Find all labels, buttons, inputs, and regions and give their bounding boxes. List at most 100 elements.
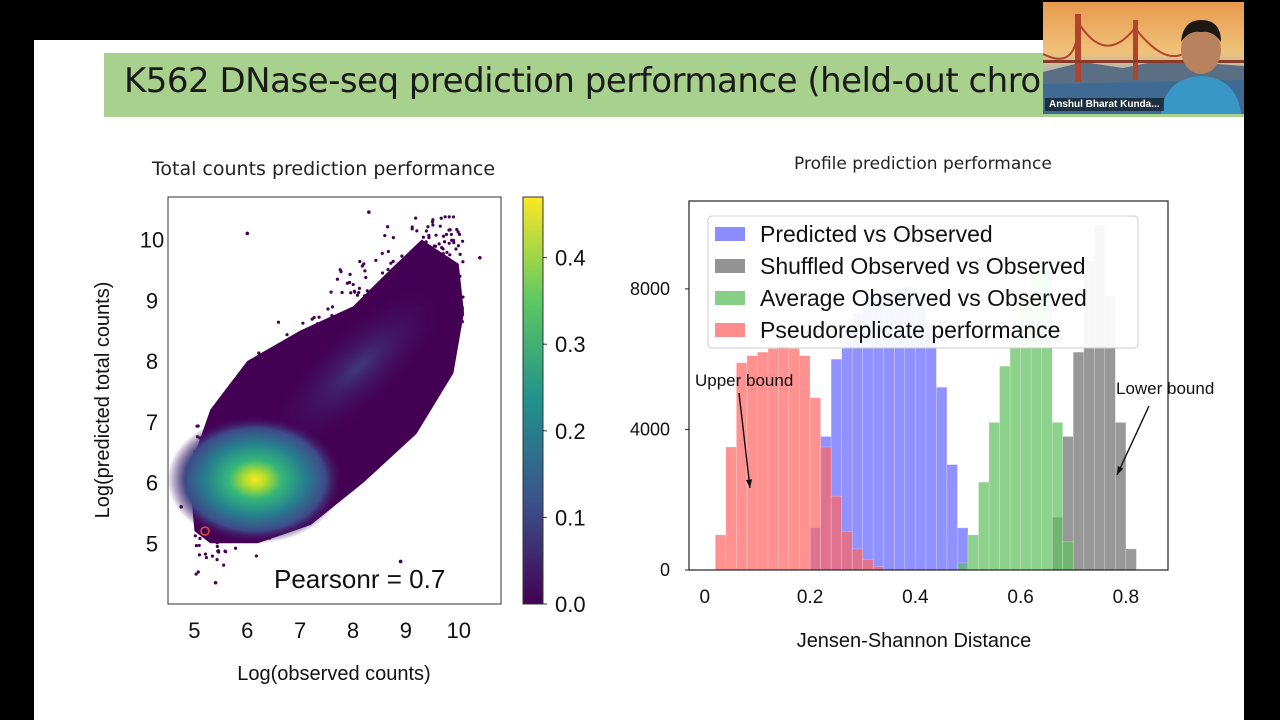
scatter-frame — [167, 196, 502, 605]
legend-swatch — [715, 227, 745, 241]
scatter-point — [330, 305, 335, 309]
scatter-point — [197, 553, 202, 557]
scatter-point — [329, 290, 333, 294]
scatter-point — [449, 326, 453, 330]
scatter-point — [409, 256, 413, 260]
scatter-point — [417, 245, 421, 250]
histogram-bar — [736, 362, 748, 571]
scatter-point — [222, 563, 226, 567]
scatter-point — [353, 430, 357, 434]
colorbar-tick-label: 0.3 — [555, 332, 586, 357]
y-tick-label: 8 — [146, 349, 158, 374]
scatter-point — [348, 428, 352, 433]
scatter-point — [326, 332, 330, 336]
histogram-bar — [1072, 351, 1085, 571]
x-tick-label: 7 — [294, 618, 306, 643]
scatter-point — [448, 253, 452, 257]
scatter-point — [289, 360, 293, 365]
histogram-bar — [820, 446, 832, 571]
scatter-point — [443, 215, 447, 219]
scatter-point — [426, 358, 430, 362]
scatter-point — [194, 544, 198, 548]
x-tick-label: 0 — [700, 587, 711, 608]
scatter-point — [301, 321, 305, 325]
scatter-point — [285, 355, 289, 360]
scatter-point — [204, 555, 208, 560]
scatter-point — [247, 400, 251, 404]
scatter-point — [359, 422, 364, 427]
scatter-point — [430, 269, 434, 274]
scatter-point — [194, 572, 198, 576]
scatter-point — [385, 284, 390, 288]
scatter-point — [267, 374, 271, 378]
scatter-point — [259, 373, 264, 378]
scatter-point — [390, 400, 395, 404]
histogram-bar — [1051, 422, 1064, 571]
scatter-point — [311, 342, 316, 346]
scatter-point — [447, 215, 451, 219]
scatter-point — [317, 315, 321, 319]
scatter-point — [461, 312, 465, 317]
scatter-point — [437, 252, 441, 256]
colorbar-tick-label: 0.1 — [555, 505, 586, 530]
scatter-point — [242, 367, 247, 372]
scatter-point — [451, 322, 455, 326]
x-tick-label: 0.2 — [797, 587, 823, 608]
scatter-point — [308, 330, 312, 334]
scatter-point — [421, 387, 425, 391]
scatter-point — [256, 394, 261, 398]
scatter-point — [254, 384, 259, 388]
scatter-point — [430, 263, 434, 267]
scatter-point — [445, 269, 449, 273]
participant-video-tile[interactable]: Anshul Bharat Kunda... — [1043, 2, 1244, 114]
legend-label: Pseudoreplicate performance — [760, 317, 1060, 343]
scatter-point — [421, 235, 425, 239]
scatter-point — [434, 233, 438, 237]
scatter-point — [381, 287, 386, 292]
scatter-point — [352, 443, 356, 448]
scatter-point — [454, 247, 458, 251]
colorbar-tick-label: 0.0 — [555, 592, 586, 617]
scatter-point — [400, 395, 404, 399]
upper-bound-arrow — [738, 392, 751, 489]
scatter-point — [342, 462, 346, 466]
scatter-point — [311, 330, 315, 334]
scatter-point — [428, 248, 433, 252]
scatter-point — [369, 451, 373, 455]
scatter-point — [293, 337, 297, 341]
scatter-point — [396, 275, 400, 279]
scatter-point — [422, 370, 426, 374]
scatter-point — [325, 318, 329, 322]
scatter-point — [218, 397, 222, 402]
y-tick-label: 6 — [146, 471, 158, 496]
scatter-point — [431, 274, 436, 278]
scatter-point — [331, 438, 335, 442]
scatter-point — [380, 271, 385, 275]
scatter-point — [304, 350, 308, 354]
scatter-point — [285, 346, 289, 350]
scatter-point — [456, 326, 460, 330]
y-tick-label: 7 — [146, 410, 158, 435]
scatter-point — [327, 327, 332, 332]
scatter-point — [457, 303, 461, 307]
scatter-point — [392, 396, 396, 400]
scatter-point — [365, 293, 369, 297]
y-tick-label: 4000 — [630, 419, 670, 439]
scatter-point — [369, 295, 374, 299]
histogram-bar — [925, 323, 937, 571]
scatter-point — [447, 228, 451, 232]
scatter-point — [338, 268, 342, 272]
scatter-point — [335, 443, 339, 447]
density-band — [264, 280, 452, 454]
scatter-point — [370, 288, 374, 292]
scatter-point — [445, 267, 449, 271]
scatter-point — [403, 274, 407, 278]
scatter-point — [443, 337, 447, 341]
scatter-point — [215, 541, 219, 545]
legend-label: Average Observed vs Observed — [760, 285, 1087, 311]
scatter-point — [435, 347, 439, 351]
scatter-point — [410, 227, 414, 231]
scatter-point — [239, 401, 243, 405]
scatter-point — [212, 539, 217, 543]
scatter-point — [450, 309, 454, 313]
